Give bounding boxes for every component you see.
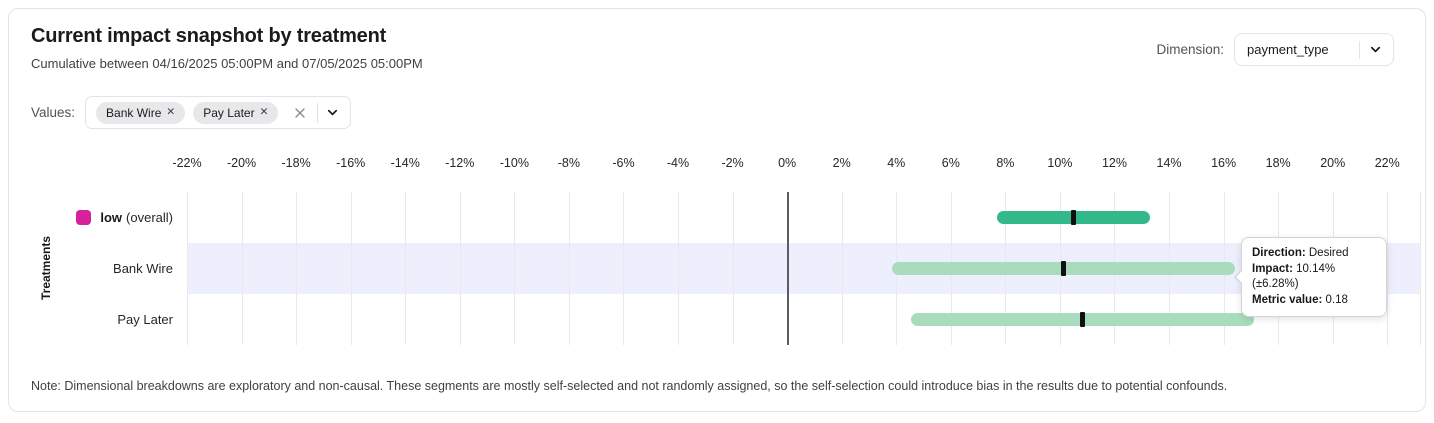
- impact-snapshot-card: Current impact snapshot by treatment Cum…: [8, 8, 1426, 412]
- axis-tick-label: -16%: [336, 156, 366, 170]
- values-filter: Values: Bank Wire ✕ Pay Later ✕: [31, 96, 352, 129]
- grid-line: [568, 192, 570, 345]
- grid-line: [1387, 192, 1389, 345]
- axis-tick-label: 14%: [1156, 156, 1182, 170]
- grid-line: [405, 192, 407, 345]
- dimension-select[interactable]: payment_type: [1234, 33, 1394, 66]
- axis-tick-label: 0%: [778, 156, 797, 170]
- axis-tick-label: 22%: [1374, 156, 1400, 170]
- axis-tick-label: -18%: [281, 156, 311, 170]
- axis-tick-label: 6%: [941, 156, 960, 170]
- date-range-subtitle: Cumulative between 04/16/2025 05:00PM an…: [31, 56, 423, 71]
- tooltip-metric-label: Metric value:: [1252, 293, 1323, 306]
- axis-tick-label: -10%: [499, 156, 529, 170]
- chevron-down-icon[interactable]: [325, 105, 340, 120]
- legend-swatch: [76, 210, 92, 225]
- grid-line: [841, 192, 843, 345]
- axis-tick-label: -12%: [445, 156, 475, 170]
- grid-line: [514, 192, 516, 345]
- tooltip-impact-value: 10.14% (±6.28%): [1252, 262, 1336, 291]
- grid-line: [459, 192, 461, 345]
- value-chip[interactable]: Bank Wire ✕: [96, 101, 186, 124]
- axis-tick-label: -8%: [557, 156, 581, 170]
- axis-tick-label: -6%: [612, 156, 635, 170]
- zero-line: [787, 192, 789, 345]
- treatment-name-suffix: (overall): [126, 210, 173, 225]
- impact-point-marker: [1080, 312, 1086, 327]
- grid-line: [678, 192, 680, 345]
- tooltip-direction-label: Direction:: [1252, 247, 1306, 259]
- x-icon: [295, 107, 306, 118]
- axis-tick-label: -20%: [226, 156, 257, 170]
- dimension-control: Dimension: payment_type: [1156, 33, 1394, 66]
- grid-line: [732, 192, 734, 345]
- page-title: Current impact snapshot by treatment: [31, 25, 387, 47]
- grid-line: [350, 192, 352, 345]
- chevron-down-icon[interactable]: [1368, 42, 1383, 57]
- remove-chip-icon[interactable]: ✕: [259, 106, 269, 119]
- values-divider: [317, 102, 319, 123]
- axis-tick-label: -4%: [666, 156, 690, 170]
- axis-tick-label: 2%: [832, 156, 851, 170]
- value-chips: Bank Wire ✕ Pay Later ✕: [96, 101, 279, 124]
- treatment-name: low: [100, 210, 123, 225]
- tooltip-direction-value: Desired: [1308, 247, 1349, 259]
- tooltip-impact-row: Impact: 10.14% (±6.28%): [1252, 262, 1376, 293]
- grid-line: [296, 192, 298, 345]
- remove-chip-icon[interactable]: ✕: [166, 106, 176, 119]
- tooltip-impact-label: Impact:: [1252, 262, 1293, 275]
- axis-tick-label: -14%: [390, 156, 420, 170]
- axis-tick-label: -2%: [721, 156, 744, 170]
- axis-tick-label: 18%: [1265, 156, 1291, 170]
- tooltip-metric-row: Metric value: 0.18: [1252, 293, 1376, 309]
- dimension-label: Dimension:: [1156, 42, 1224, 57]
- treatment-row-label: low (overall): [9, 192, 173, 243]
- clear-values-icon[interactable]: [292, 105, 308, 121]
- impact-point-marker: [1071, 210, 1077, 225]
- values-label: Values:: [31, 105, 76, 120]
- axis-tick-label: 12%: [1101, 156, 1127, 170]
- dimension-selected-value: payment_type: [1247, 42, 1329, 57]
- select-divider: [1359, 40, 1360, 59]
- treatment-row-label: Bank Wire: [113, 261, 173, 276]
- impact-chart: Treatments -22% -20% -18% -16% -14% -12% -10% -…: [9, 9, 1425, 411]
- tooltip-direction-row: Direction: Desired: [1252, 246, 1376, 262]
- axis-tick-label: -22%: [172, 156, 202, 170]
- plot-right-border: [1420, 192, 1421, 345]
- values-multiselect[interactable]: Bank Wire ✕ Pay Later ✕: [85, 96, 352, 129]
- grid-line: [623, 192, 625, 345]
- bar-tooltip: Direction: Desired Impact: 10.14% (±6.28…: [1234, 237, 1387, 317]
- axis-tick-label: 4%: [887, 156, 906, 170]
- axis-tick-label: 10%: [1047, 156, 1073, 170]
- axis-tick-label: 20%: [1320, 156, 1346, 170]
- value-chip[interactable]: Pay Later ✕: [193, 101, 279, 124]
- impact-point-marker: [1061, 261, 1067, 276]
- axis-tick-label: 16%: [1211, 156, 1237, 170]
- tooltip-metric-value: 0.18: [1325, 293, 1348, 306]
- grid-line: [241, 192, 243, 345]
- treatment-row-label: Pay Later: [117, 312, 173, 327]
- axis-tick-label: 8%: [996, 156, 1015, 170]
- note-text: Note: Dimensional breakdowns are explora…: [31, 379, 1228, 393]
- grid-line: [187, 192, 188, 345]
